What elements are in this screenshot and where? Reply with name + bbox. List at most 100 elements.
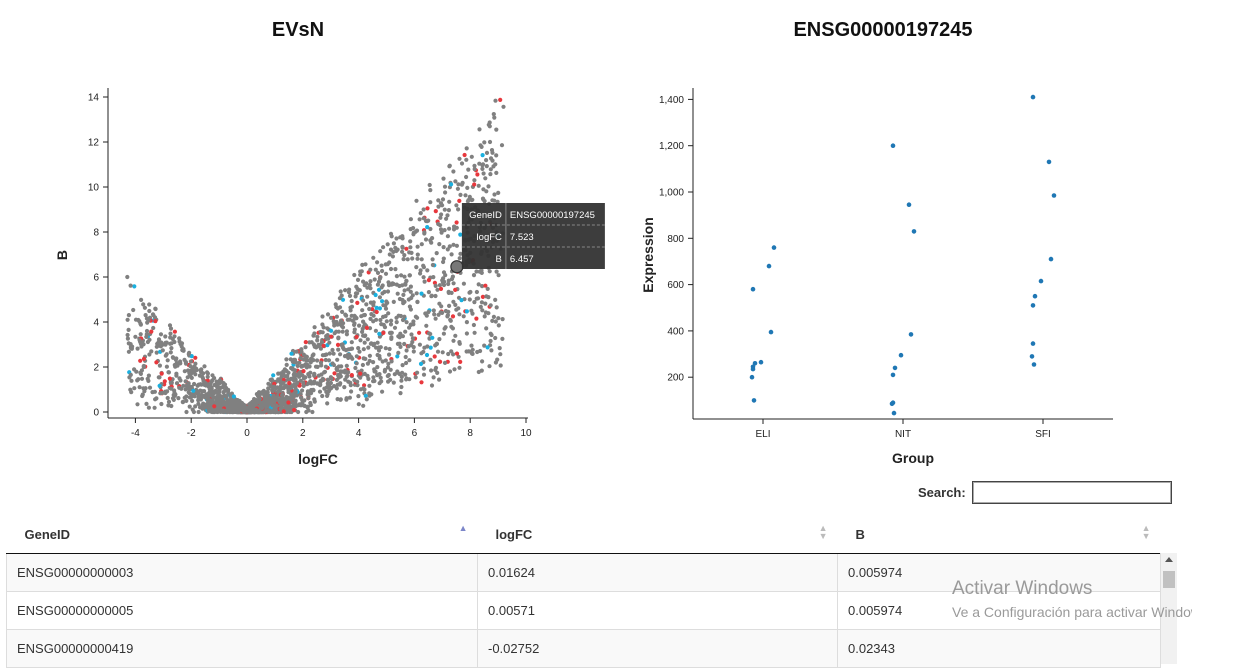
gene-point bbox=[356, 402, 361, 407]
gene-point bbox=[344, 332, 349, 337]
gene-point bbox=[378, 375, 383, 380]
gene-point bbox=[362, 312, 367, 318]
gene-point bbox=[139, 297, 144, 302]
cell-b: 0.005974 bbox=[837, 591, 1161, 630]
scroll-thumb[interactable] bbox=[1163, 571, 1175, 588]
table-scrollbar[interactable] bbox=[1160, 553, 1177, 664]
column-header-logfc[interactable]: logFC ▲ ▼ bbox=[477, 515, 838, 554]
gene-point bbox=[352, 330, 357, 335]
gene-point bbox=[393, 245, 398, 250]
gene-point bbox=[300, 388, 305, 393]
table-header-row: GeneID ▲ logFC ▲ ▼ B ▲ ▼ bbox=[6, 515, 1161, 554]
gene-point bbox=[172, 334, 177, 339]
gene-point bbox=[299, 395, 304, 400]
gene-point bbox=[137, 338, 142, 343]
gene-point bbox=[239, 401, 245, 406]
gene-point bbox=[241, 409, 246, 414]
gene-point bbox=[181, 347, 186, 352]
gene-point bbox=[432, 312, 437, 317]
gene-point bbox=[249, 407, 254, 412]
gene-point bbox=[456, 182, 461, 187]
gene-point bbox=[204, 395, 209, 400]
gene-point bbox=[360, 329, 365, 334]
cell-b: 0.005974 bbox=[837, 553, 1161, 592]
column-header-geneid[interactable]: GeneID ▲ bbox=[6, 515, 478, 554]
gene-point bbox=[297, 370, 302, 375]
table-row[interactable]: ENSG00000000419 -0.02752 0.02343 bbox=[6, 629, 1161, 668]
gene-point bbox=[421, 216, 426, 221]
gene-point bbox=[421, 207, 426, 212]
gene-point bbox=[265, 398, 270, 403]
gene-point bbox=[491, 314, 496, 319]
gene-point bbox=[201, 371, 206, 376]
column-header-b[interactable]: B ▲ ▼ bbox=[837, 515, 1161, 554]
gene-point bbox=[357, 323, 362, 328]
gene-point bbox=[430, 262, 435, 268]
y-tick-label: 200 bbox=[667, 373, 684, 384]
table-row[interactable]: ENSG00000000005 0.00571 0.005974 bbox=[6, 591, 1161, 630]
gene-point bbox=[457, 198, 462, 203]
gene-point bbox=[167, 323, 173, 328]
scroll-up-arrow-icon[interactable] bbox=[1165, 557, 1173, 562]
gene-point bbox=[435, 370, 440, 375]
gene-point bbox=[480, 294, 485, 299]
gene-point bbox=[487, 269, 492, 274]
gene-point bbox=[154, 396, 159, 401]
gene-point bbox=[399, 273, 404, 278]
gene-point bbox=[266, 381, 271, 386]
gene-point bbox=[415, 252, 420, 257]
table-row[interactable]: ENSG00000000003 0.01624 0.005974 bbox=[6, 553, 1161, 592]
gene-point bbox=[426, 290, 431, 295]
gene-point bbox=[211, 389, 216, 394]
gene-point bbox=[193, 355, 198, 360]
gene-point bbox=[375, 270, 381, 275]
gene-point bbox=[421, 275, 426, 280]
gene-point bbox=[459, 161, 465, 166]
watermark-line1: Activar Windows bbox=[952, 578, 1093, 599]
gene-point bbox=[427, 182, 432, 188]
gene-point bbox=[488, 172, 493, 177]
gene-point bbox=[192, 370, 197, 375]
gene-point bbox=[192, 381, 197, 387]
gene-point bbox=[457, 156, 462, 161]
gene-point bbox=[144, 332, 149, 337]
gene-point bbox=[352, 272, 357, 278]
gene-point bbox=[431, 308, 436, 313]
selected-gene-point[interactable] bbox=[450, 260, 464, 274]
gene-point bbox=[295, 363, 300, 368]
gene-point bbox=[480, 308, 485, 313]
gene-point bbox=[284, 362, 289, 367]
gene-point bbox=[440, 197, 446, 202]
gene-point bbox=[128, 372, 133, 377]
gene-point bbox=[392, 372, 397, 377]
gene-point bbox=[190, 398, 195, 403]
x-tick-label: 6 bbox=[412, 428, 418, 439]
gene-point bbox=[245, 409, 250, 414]
gene-point bbox=[327, 340, 332, 345]
gene-point bbox=[358, 338, 363, 343]
gene-point bbox=[302, 403, 307, 408]
gene-point bbox=[418, 361, 424, 366]
gene-point bbox=[435, 349, 441, 354]
gene-point bbox=[133, 317, 139, 322]
gene-point bbox=[386, 361, 391, 366]
search-box: Search: bbox=[918, 481, 1172, 504]
volcano-plot[interactable]: -4 -2 0 2 4 6 8 10 0 2 4 6 8 10 12 14 logFC B GeneID ENSG0… bbox=[0, 0, 620, 480]
gene-point bbox=[389, 359, 394, 364]
gene-point bbox=[309, 356, 314, 361]
gene-point bbox=[374, 309, 379, 315]
y-tick-label: 0 bbox=[93, 408, 99, 419]
gene-point bbox=[428, 200, 433, 205]
gene-point bbox=[278, 406, 283, 411]
gene-point bbox=[198, 368, 203, 373]
search-input[interactable] bbox=[971, 481, 1172, 504]
gene-point bbox=[413, 229, 418, 234]
gene-point bbox=[443, 325, 448, 330]
gene-point bbox=[168, 331, 173, 336]
gene-point bbox=[219, 379, 224, 384]
gene-point bbox=[371, 313, 376, 318]
gene-point bbox=[427, 331, 432, 336]
y-axis-label: B bbox=[54, 250, 70, 260]
gene-point bbox=[419, 351, 424, 356]
expression-point bbox=[1030, 341, 1036, 346]
